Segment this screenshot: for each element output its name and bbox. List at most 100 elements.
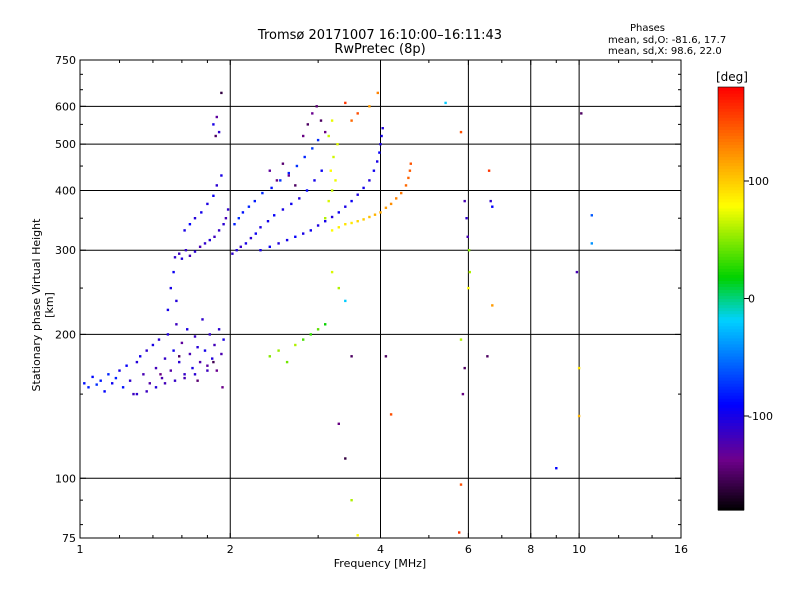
data-point <box>169 369 172 372</box>
data-point <box>132 392 135 396</box>
data-point <box>407 176 410 180</box>
colorbar-segment <box>718 277 744 281</box>
data-point <box>285 360 289 364</box>
colorbar-segment <box>718 473 744 478</box>
colorbar-segment <box>718 271 744 275</box>
colorbar-segment <box>718 222 744 227</box>
data-point <box>408 169 412 172</box>
colorbar-segment <box>718 401 744 405</box>
data-point <box>316 224 320 227</box>
data-point <box>220 352 223 356</box>
colorbar-segment <box>718 253 744 257</box>
data-point <box>273 214 276 217</box>
data-point <box>259 249 262 252</box>
data-point <box>279 179 282 182</box>
data-point <box>384 355 388 358</box>
data-point <box>121 386 125 389</box>
colorbar-segment <box>718 352 744 357</box>
data-point <box>206 369 209 372</box>
colorbar-segment <box>718 186 744 191</box>
colorbar-segment <box>718 274 744 278</box>
data-point <box>145 349 148 352</box>
colorbar-segment <box>718 301 744 306</box>
data-point <box>206 364 209 367</box>
data-point <box>295 164 299 168</box>
data-point <box>247 205 251 208</box>
data-point <box>320 169 323 172</box>
colorbar-segment <box>718 506 744 511</box>
colorbar-segment <box>718 96 744 100</box>
colorbar-segment <box>718 195 744 200</box>
data-point <box>196 379 199 382</box>
data-point <box>316 328 320 331</box>
colorbar-segment <box>718 90 744 94</box>
colorbar-segment <box>718 398 744 402</box>
colorbar-segment <box>718 413 744 417</box>
colorbar-segment <box>718 419 744 423</box>
x-tick-label: 4 <box>377 543 384 556</box>
data-point <box>221 386 224 389</box>
data-point <box>400 191 403 195</box>
y-tick-label: 400 <box>55 184 76 197</box>
data-point <box>173 379 177 382</box>
colorbar-segment <box>718 410 744 414</box>
colorbar-segment <box>718 241 744 245</box>
data-point <box>163 357 167 360</box>
colorbar-segment <box>718 458 744 463</box>
colorbar-segment <box>718 358 744 363</box>
data-point <box>467 249 471 252</box>
data-point <box>254 232 257 235</box>
data-point <box>275 179 279 182</box>
colorbar-segment <box>718 482 744 487</box>
colorbar-segment <box>718 138 744 142</box>
data-point <box>332 155 335 159</box>
data-point <box>395 197 398 200</box>
data-point <box>459 483 463 486</box>
colorbar-segment <box>718 331 744 336</box>
data-point <box>356 193 359 196</box>
data-point <box>305 189 309 192</box>
data-point <box>376 160 379 163</box>
colorbar-segment <box>718 455 744 460</box>
data-point <box>193 373 197 376</box>
data-point <box>330 189 334 192</box>
colorbar-segment <box>718 386 744 390</box>
data-point <box>327 134 330 138</box>
data-point <box>222 338 225 341</box>
data-point <box>468 270 471 274</box>
colorbar-segment <box>718 392 744 396</box>
colorbar-unit-label: [deg] <box>716 70 748 84</box>
colorbar-tick-label: 100 <box>748 175 769 188</box>
colorbar-segment <box>718 497 744 502</box>
colorbar-segment <box>718 407 744 411</box>
colorbar-segment <box>718 316 744 321</box>
colorbar-segment <box>718 374 744 378</box>
colorbar-segment <box>718 377 744 381</box>
data-point <box>214 134 217 138</box>
colorbar: 100 0 -100 <box>717 86 773 511</box>
data-point <box>217 130 221 134</box>
data-point <box>217 229 221 232</box>
data-point <box>139 355 142 358</box>
data-point <box>224 217 228 220</box>
colorbar-segment <box>718 470 744 475</box>
colorbar-segment <box>718 262 744 266</box>
data-point <box>344 223 347 226</box>
data-point <box>444 101 447 105</box>
data-point <box>461 392 465 396</box>
data-point <box>114 376 118 380</box>
data-point <box>268 355 271 358</box>
colorbar-segment <box>718 361 744 366</box>
data-point <box>200 211 203 214</box>
data-point <box>233 223 236 226</box>
colorbar-segment <box>718 422 744 426</box>
colorbar-segment <box>718 286 744 291</box>
chart-title: Tromsø 20171007 16:10:00–16:11:43 <box>257 28 503 43</box>
colorbar-segment <box>718 259 744 263</box>
data-point <box>169 286 172 290</box>
data-point <box>336 143 339 146</box>
data-point <box>350 199 353 203</box>
data-point <box>380 134 383 138</box>
colorbar-segment <box>718 292 744 297</box>
